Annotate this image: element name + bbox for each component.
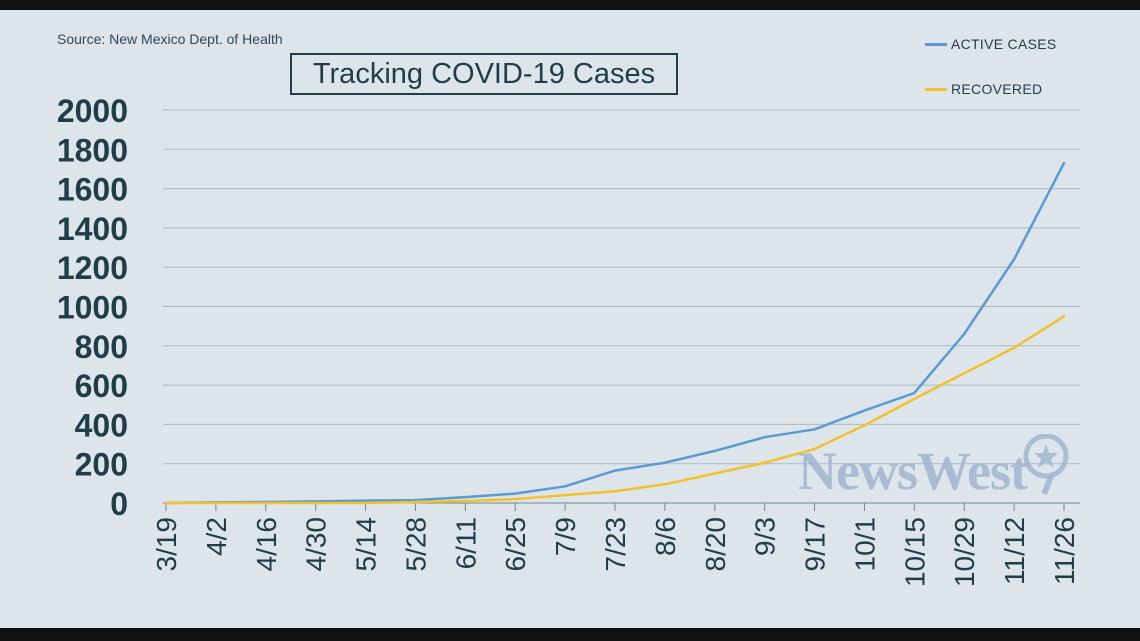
data-point xyxy=(314,501,317,505)
legend-item-active: ACTIVE CASES xyxy=(925,36,1057,52)
data-point xyxy=(963,372,966,375)
x-tick-label: 6/25 xyxy=(500,517,531,572)
y-tick-label: 1600 xyxy=(57,172,128,208)
x-tick-label: 11/26 xyxy=(1049,517,1080,585)
data-point xyxy=(863,409,866,412)
x-tick-label: 8/6 xyxy=(650,517,681,556)
data-point xyxy=(364,501,367,505)
x-tick-label: 8/20 xyxy=(700,517,731,572)
y-tick-label: 1800 xyxy=(57,132,128,168)
data-point xyxy=(813,428,816,431)
data-point xyxy=(763,461,766,464)
chart-title: Tracking COVID-19 Cases xyxy=(312,57,656,90)
legend-swatch-active xyxy=(925,42,947,46)
chart-title-box: Tracking COVID-19 Cases xyxy=(290,53,678,95)
legend-label-recovered: RECOVERED xyxy=(951,81,1043,97)
legend-swatch-recovered xyxy=(925,87,947,91)
data-point xyxy=(414,498,417,502)
x-tick-label: 7/23 xyxy=(600,517,631,572)
x-tick-label: 4/2 xyxy=(201,517,232,556)
y-tick-label: 200 xyxy=(75,447,128,483)
data-point xyxy=(514,497,517,501)
data-point xyxy=(414,500,417,504)
data-point xyxy=(613,490,617,493)
x-tick-label: 4/16 xyxy=(251,517,282,572)
y-tick-label: 2000 xyxy=(57,93,128,129)
data-point xyxy=(713,449,716,453)
x-tick-label: 11/12 xyxy=(999,517,1030,585)
y-tick-label: 800 xyxy=(75,329,128,365)
data-point xyxy=(164,501,168,505)
x-tick-label: 3/19 xyxy=(151,517,182,572)
data-point xyxy=(563,493,567,497)
newswest-logo: NewsWest xyxy=(798,441,1028,501)
data-point xyxy=(464,495,467,499)
x-tick-label: 4/30 xyxy=(301,517,332,572)
x-tick-label: 9/17 xyxy=(800,517,831,572)
x-tick-label: 5/28 xyxy=(400,517,431,572)
x-tick-label: 9/3 xyxy=(750,517,781,556)
data-point xyxy=(563,485,567,488)
data-point xyxy=(913,391,916,395)
data-point xyxy=(214,501,218,505)
data-point xyxy=(863,424,866,427)
x-tick-label: 7/9 xyxy=(550,517,581,556)
data-point xyxy=(763,436,766,439)
data-point xyxy=(663,461,667,464)
x-tick-label: 10/15 xyxy=(899,517,930,587)
data-point xyxy=(1062,161,1066,165)
x-tick-label: 10/1 xyxy=(849,517,880,572)
source-note: Source: New Mexico Dept. of Health xyxy=(57,31,283,47)
chart-frame: 0 200 400 600 800 1000 1200 1400 1600 1800 2000 3/… xyxy=(0,10,1140,628)
data-point xyxy=(1012,258,1016,261)
data-point xyxy=(813,447,816,451)
x-tick-label: 10/29 xyxy=(949,517,980,587)
data-point xyxy=(364,499,367,502)
y-tick-label: 400 xyxy=(75,407,128,443)
data-point xyxy=(663,483,667,486)
data-point xyxy=(963,332,966,336)
legend-item-recovered: RECOVERED xyxy=(925,81,1042,97)
data-point xyxy=(514,492,517,495)
y-tick-label: 1200 xyxy=(57,250,128,286)
y-tick-label: 600 xyxy=(75,368,128,404)
star-logo-icon xyxy=(1023,434,1069,496)
data-point xyxy=(913,397,916,401)
y-tick-label: 1000 xyxy=(57,290,128,326)
data-point xyxy=(1062,315,1066,318)
y-tick-label: 0 xyxy=(110,486,128,522)
data-point xyxy=(264,501,267,505)
x-tick-label: 5/14 xyxy=(351,517,382,572)
y-tick-label: 1400 xyxy=(57,211,128,247)
x-tick-label: 6/11 xyxy=(450,517,481,569)
data-point xyxy=(1012,346,1016,349)
data-point xyxy=(613,469,617,472)
data-point xyxy=(713,472,716,475)
legend-label-active: ACTIVE CASES xyxy=(951,36,1057,52)
data-point xyxy=(464,499,467,503)
